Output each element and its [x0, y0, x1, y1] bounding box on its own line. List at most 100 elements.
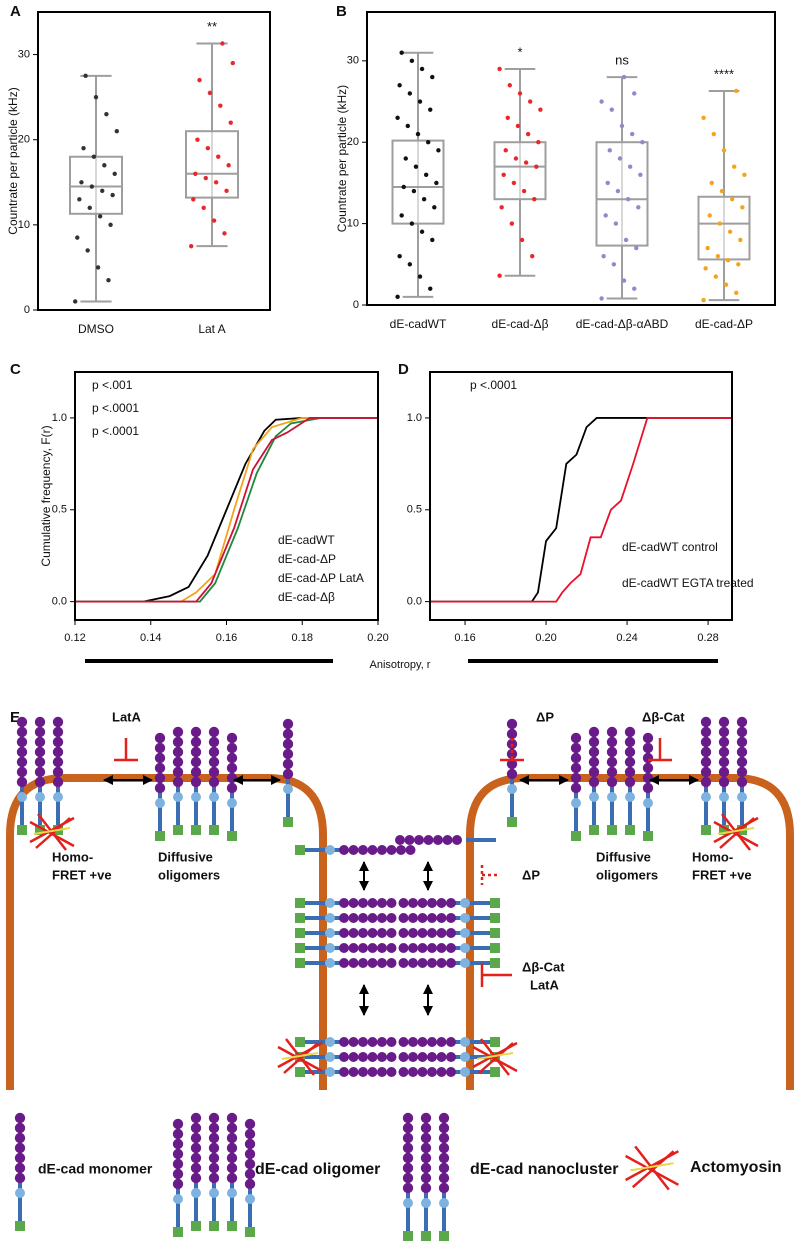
point	[640, 140, 645, 145]
anchor	[490, 1067, 500, 1077]
anchor	[507, 817, 517, 827]
point	[87, 205, 92, 211]
bead	[718, 776, 730, 788]
bead	[377, 943, 387, 953]
bead	[244, 1148, 256, 1160]
point	[426, 140, 431, 145]
bead	[718, 766, 730, 778]
point	[515, 123, 521, 129]
y-tick-label: 30	[347, 55, 359, 67]
point	[721, 148, 727, 153]
legend-label: dE-cadWT control	[622, 540, 718, 554]
point	[509, 221, 515, 226]
bead	[208, 1132, 220, 1144]
bead	[420, 1132, 432, 1144]
bead	[402, 1152, 414, 1164]
bead	[358, 913, 368, 923]
label: oligomers	[158, 867, 220, 882]
anchor	[643, 831, 653, 841]
myosin	[281, 1052, 319, 1060]
bead	[325, 1037, 335, 1047]
bead	[244, 1178, 256, 1190]
point	[715, 253, 721, 259]
bead	[507, 784, 517, 794]
panel-label: D	[398, 361, 409, 378]
bead	[408, 928, 418, 938]
point	[605, 180, 610, 186]
point	[603, 213, 608, 218]
bead	[282, 718, 294, 730]
bead	[154, 772, 166, 784]
bead	[14, 1142, 26, 1154]
bead	[421, 1198, 431, 1208]
point	[395, 294, 400, 300]
bead	[718, 756, 730, 768]
bead	[367, 1067, 378, 1077]
label: ΔP	[536, 709, 554, 724]
bead	[172, 1118, 184, 1130]
point	[621, 278, 627, 283]
bead	[245, 1194, 255, 1204]
bead	[427, 1037, 437, 1047]
significance: ****	[714, 66, 734, 81]
point	[417, 99, 423, 104]
point	[701, 297, 706, 303]
bead	[348, 1067, 359, 1077]
bead	[208, 1162, 220, 1174]
bead	[420, 1142, 432, 1154]
point	[421, 196, 427, 202]
bead	[588, 746, 600, 758]
point	[503, 148, 508, 153]
bead	[452, 835, 462, 845]
bead	[52, 726, 64, 738]
bead	[420, 1112, 432, 1124]
y-tick-label: 1.0	[407, 412, 422, 424]
point	[499, 205, 504, 210]
bead	[436, 1052, 447, 1062]
bead	[408, 958, 418, 968]
point	[403, 156, 408, 161]
plot-frame	[366, 11, 776, 306]
bead	[396, 845, 406, 855]
bead	[367, 1052, 378, 1062]
point	[740, 205, 745, 210]
label: LatA	[112, 709, 142, 724]
anchor	[625, 825, 635, 835]
point	[525, 131, 531, 137]
bead	[700, 776, 712, 788]
point	[106, 278, 111, 283]
bead	[446, 943, 456, 953]
y-axis-label: Countrate per particle (kHz)	[335, 85, 349, 232]
bead	[172, 726, 184, 738]
bead	[208, 1172, 220, 1184]
bead	[700, 756, 712, 768]
bead	[588, 756, 600, 768]
bead	[414, 835, 424, 845]
x-tick-label: 0.16	[216, 632, 237, 644]
anchor	[490, 928, 500, 938]
point	[399, 50, 404, 55]
point	[407, 262, 413, 267]
significance: *	[517, 44, 522, 59]
bead	[624, 756, 636, 768]
anchor	[403, 1231, 413, 1241]
bead	[606, 746, 618, 758]
bead	[570, 762, 582, 774]
point	[230, 60, 235, 66]
point	[709, 180, 714, 186]
bead	[190, 726, 202, 738]
bead	[339, 928, 349, 938]
point	[399, 213, 404, 218]
point	[405, 123, 410, 129]
bead	[52, 766, 64, 778]
point	[100, 188, 105, 193]
point	[220, 41, 225, 46]
bead	[624, 766, 636, 778]
x-tick-label: dE-cad-ΔP	[695, 317, 753, 331]
anchor	[490, 1037, 500, 1047]
bead	[446, 958, 456, 968]
panel-label: B	[336, 3, 347, 20]
bead	[377, 1067, 387, 1077]
point	[623, 237, 629, 243]
x-tick-label: 0.20	[535, 632, 556, 644]
